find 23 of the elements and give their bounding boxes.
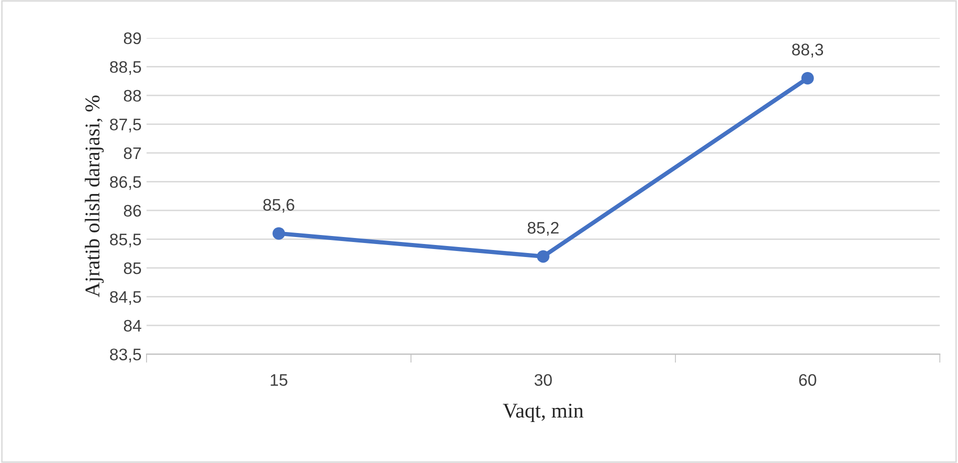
y-tick-label: 86,5 xyxy=(110,176,142,190)
y-tick-label: 89 xyxy=(124,32,141,44)
x-tick-label: 30 xyxy=(534,374,552,386)
y-tick-label: 84,5 xyxy=(110,291,142,305)
y-axis-title: Ajratib olish darajasi, % xyxy=(84,96,104,298)
point xyxy=(272,227,286,240)
y-tick-label: 88 xyxy=(124,90,141,102)
y-tick-label: 87 xyxy=(124,147,141,160)
y-tick-label: 85 xyxy=(124,262,142,274)
data-label: 85,6 xyxy=(263,198,294,213)
y-tick-label: 85,5 xyxy=(110,234,142,248)
y-tick-label: 87,5 xyxy=(110,118,142,132)
y-tick-label: 84 xyxy=(124,320,142,332)
point xyxy=(801,72,814,84)
data-label: 85,2 xyxy=(528,222,559,236)
point xyxy=(536,250,550,263)
data-label: 88,3 xyxy=(792,44,824,58)
x-tick-label: 60 xyxy=(799,374,816,386)
y-tick-label: 86 xyxy=(124,204,141,217)
x-axis-title: Vaqt, min xyxy=(502,404,584,422)
y-tick-label: 88,5 xyxy=(110,61,142,75)
x-tick-label: 15 xyxy=(270,374,288,386)
y-tick-label: 83,5 xyxy=(110,348,142,362)
